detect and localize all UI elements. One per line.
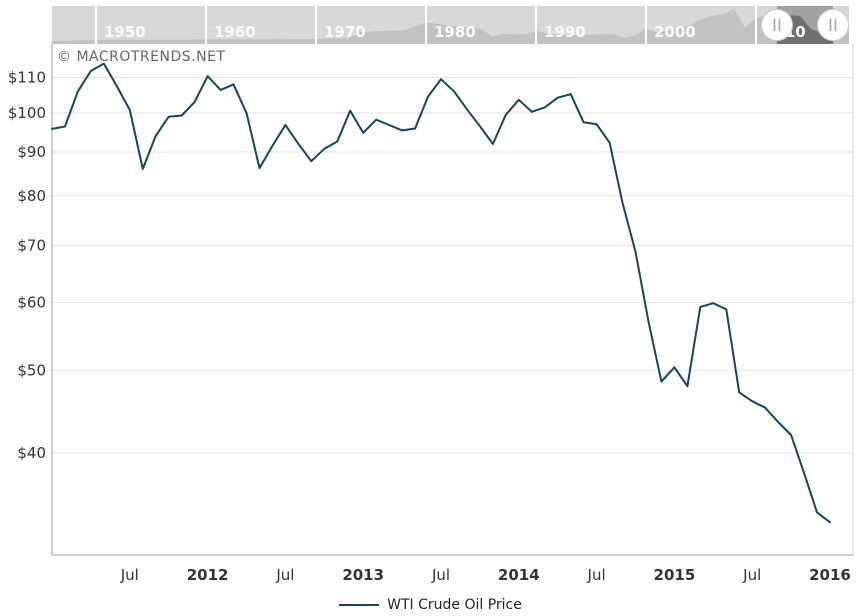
- x-axis-label: Jul: [431, 566, 450, 584]
- y-axis-label: $80: [17, 187, 46, 205]
- y-axis-label: $90: [17, 143, 46, 161]
- y-axis-label: $40: [17, 444, 46, 462]
- nav-decade-label: 1980: [434, 23, 476, 41]
- x-axis-label: 2015: [654, 566, 696, 584]
- nav-handle-right[interactable]: [817, 9, 849, 41]
- nav-decade-label: 2000: [654, 23, 696, 41]
- x-axis-label: Jul: [275, 566, 294, 584]
- y-axis-label: $50: [17, 361, 46, 379]
- x-axis-label: Jul: [120, 566, 139, 584]
- nav-history-area: [52, 8, 849, 44]
- nav-handle-left[interactable]: [761, 9, 793, 41]
- x-axis-label: 2016: [809, 566, 851, 584]
- nav-decade-label: 1990: [544, 23, 586, 41]
- legend-line-swatch: [339, 604, 380, 606]
- y-axis-label: $70: [17, 236, 46, 254]
- legend-label[interactable]: WTI Crude Oil Price: [387, 597, 522, 613]
- y-axis-label: $110: [8, 69, 46, 87]
- price-line: [51, 62, 831, 524]
- x-axis-label: 2012: [187, 566, 229, 584]
- y-axis-label: $60: [17, 294, 46, 312]
- legend: WTI Crude Oil Price: [0, 597, 861, 613]
- x-axis-label: 2014: [498, 566, 540, 584]
- y-axis-label: $100: [8, 104, 46, 122]
- nav-decade-label: 1970: [324, 23, 366, 41]
- x-axis-label: Jul: [742, 566, 761, 584]
- x-axis-label: Jul: [587, 566, 606, 584]
- nav-decade-label: 1950: [104, 23, 146, 41]
- nav-decade-label: 1960: [214, 23, 256, 41]
- timeline-navigator[interactable]: 1950196019701980199020002010: [0, 0, 861, 46]
- x-axis-label: 2013: [342, 566, 384, 584]
